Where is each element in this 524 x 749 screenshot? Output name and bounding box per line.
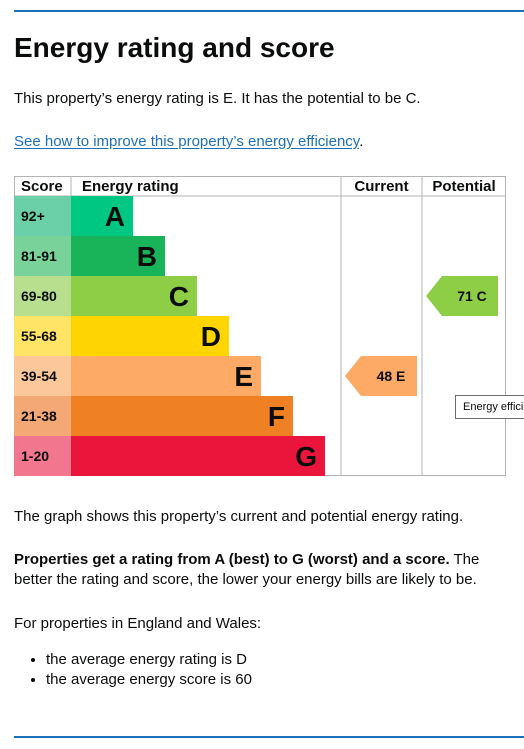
band-d-letter: D bbox=[201, 321, 221, 352]
band-d-score-cell bbox=[14, 316, 71, 356]
band-g-score-range: 1-20 bbox=[21, 448, 49, 464]
improve-link-line: See how to improve this property’s energ… bbox=[14, 132, 363, 152]
chart-tooltip: Energy efficiency chart bbox=[455, 395, 524, 419]
band-f-score-range: 21-38 bbox=[21, 408, 57, 424]
band-e-bar bbox=[71, 356, 261, 396]
energy-rating-chart: Score Energy rating Current Potential 92+ A 81… bbox=[14, 176, 506, 476]
bottom-divider bbox=[14, 736, 524, 738]
header-energy-rating: Energy rating bbox=[82, 178, 179, 195]
band-b-score-cell bbox=[14, 236, 71, 276]
band-f-letter: F bbox=[268, 401, 285, 432]
header-potential: Potential bbox=[432, 178, 495, 195]
potential-rating-label: 71 C bbox=[457, 288, 487, 304]
band-f-score-cell bbox=[14, 396, 71, 436]
band-c-score-cell bbox=[14, 276, 71, 316]
band-b-letter: B bbox=[137, 241, 157, 272]
band-a-letter: A bbox=[105, 201, 125, 232]
band-d-bar bbox=[71, 316, 229, 356]
band-g-letter: G bbox=[295, 441, 317, 472]
average-score-item: the average energy score is 60 bbox=[46, 670, 252, 690]
band-g-bar bbox=[71, 436, 325, 476]
band-c-bar bbox=[71, 276, 197, 316]
average-rating-item: the average energy rating is D bbox=[46, 650, 252, 670]
band-b-bar bbox=[71, 236, 165, 276]
rating-explanation-bold: Properties get a rating from A (best) to… bbox=[14, 551, 450, 568]
rating-intro: This property’s energy rating is E. It h… bbox=[14, 90, 421, 107]
band-b-score-range: 81-91 bbox=[21, 248, 57, 264]
improve-link-suffix: . bbox=[359, 133, 364, 150]
current-rating-label: 48 E bbox=[377, 368, 406, 384]
band-e-score-cell bbox=[14, 356, 71, 396]
band-g-score-cell bbox=[14, 436, 71, 476]
england-wales-note: For properties in England and Wales: bbox=[14, 615, 262, 632]
band-e-score-range: 39-54 bbox=[21, 368, 57, 384]
band-a-score-cell bbox=[14, 196, 71, 236]
current-rating-arrow bbox=[345, 356, 417, 396]
band-e-letter: E bbox=[234, 361, 253, 392]
graph-description: The graph shows this property’s current … bbox=[14, 508, 464, 525]
potential-rating-arrow bbox=[426, 276, 498, 316]
top-divider bbox=[14, 10, 524, 12]
band-c-score-range: 69-80 bbox=[21, 288, 57, 304]
page-title: Energy rating and score bbox=[14, 32, 335, 63]
band-f-bar bbox=[71, 396, 293, 436]
improve-efficiency-link[interactable]: See how to improve this property’s energ… bbox=[14, 133, 360, 150]
band-a-score-range: 92+ bbox=[21, 208, 45, 224]
header-current: Current bbox=[354, 178, 408, 195]
rating-explanation: Properties get a rating from A (best) to… bbox=[14, 550, 514, 590]
band-d-score-range: 55-68 bbox=[21, 328, 57, 344]
rating-explanation-rest: The better the rating and score, the low… bbox=[14, 551, 480, 588]
energy-rating-chart-svg: Score Energy rating Current Potential 92+ A 81… bbox=[14, 176, 506, 476]
band-c-letter: C bbox=[169, 281, 189, 312]
header-score: Score bbox=[21, 178, 63, 195]
band-a-bar bbox=[71, 196, 133, 236]
averages-list: the average energy rating is D the avera… bbox=[14, 650, 252, 690]
